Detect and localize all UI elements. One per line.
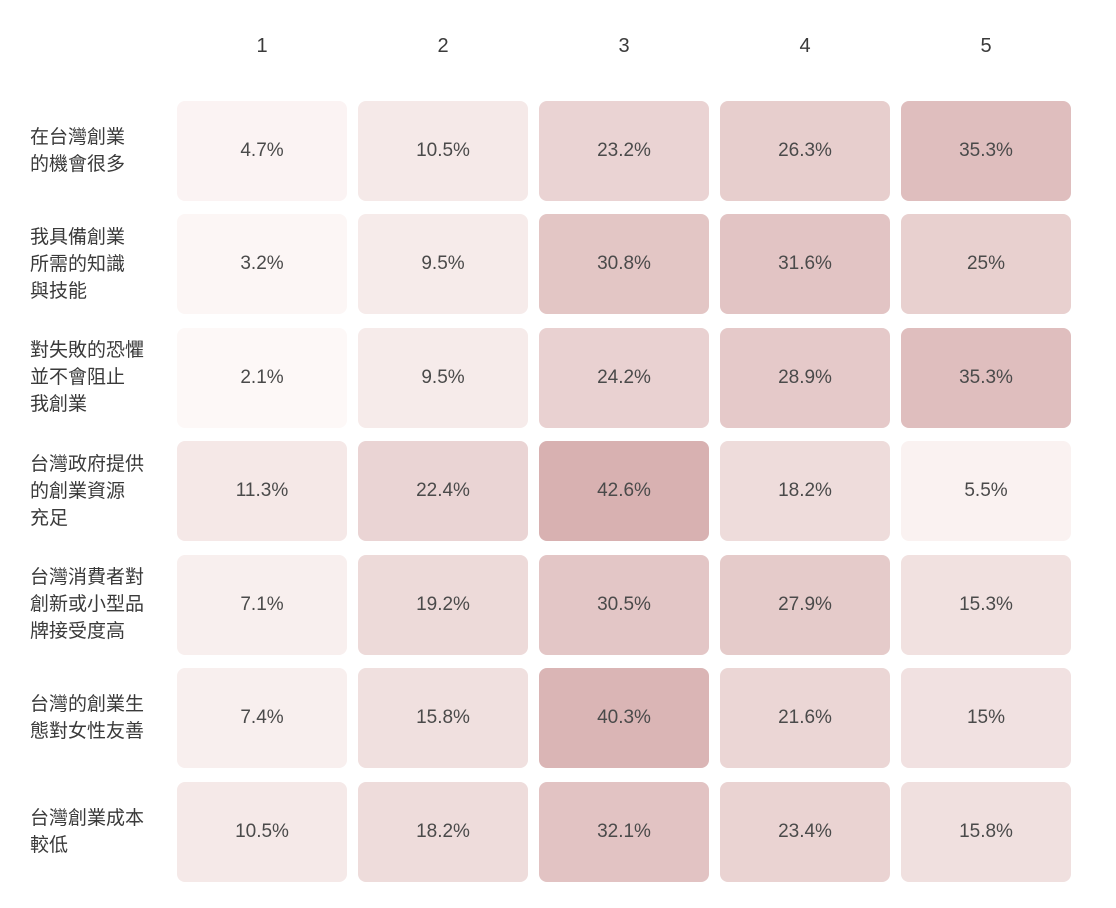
cell-r7-c2: 18.2% (358, 781, 528, 882)
column-header-5: 5 (980, 35, 992, 57)
cell-r7-c1: 10.5% (177, 781, 347, 882)
cell-r5-c1: 7.1% (177, 554, 347, 655)
column-header-4: 4 (799, 35, 811, 57)
cell-r5-c4: 27.9% (720, 554, 890, 655)
cell-r5-c3: 30.5% (539, 554, 709, 655)
cell-r2-c1: 3.2% (177, 214, 347, 314)
cell-r4-c2: 22.4% (358, 441, 528, 541)
row-label-5: 台灣消費者對 創新或小型品 牌接受度高 (30, 567, 145, 642)
cell-r3-c3: 24.2% (539, 327, 709, 428)
row-label-7: 台灣創業成本 較低 (30, 807, 145, 856)
corner-spacer (30, 30, 166, 82)
cell-r1-c1: 4.7% (177, 100, 347, 201)
cell-r3-c1: 2.1% (177, 327, 347, 428)
cell-r2-c2: 9.5% (358, 214, 528, 314)
cell-r2-c5: 25% (901, 214, 1071, 314)
cell-r4-c4: 18.2% (720, 441, 890, 541)
cell-r7-c5: 15.8% (901, 781, 1071, 882)
cell-r6-c4: 21.6% (720, 668, 890, 768)
cell-r5-c2: 19.2% (358, 554, 528, 655)
row-label-6: 台灣的創業生 態對女性友善 (30, 694, 145, 742)
cell-r1-c5: 35.3% (901, 100, 1071, 201)
cell-r6-c1: 7.4% (177, 668, 347, 768)
row-label-3: 對失敗的恐懼 並不會阻止 我創業 (30, 340, 145, 415)
cell-r1-c3: 23.2% (539, 100, 709, 201)
cell-r3-c4: 28.9% (720, 327, 890, 428)
cell-r1-c4: 26.3% (720, 100, 890, 201)
cell-r6-c5: 15% (901, 668, 1071, 768)
cell-r3-c2: 9.5% (358, 327, 528, 428)
cell-r4-c3: 42.6% (539, 441, 709, 541)
row-label-2: 我具備創業 所需的知識 與技能 (30, 226, 126, 302)
column-header-2: 2 (437, 35, 449, 57)
column-header-3: 3 (618, 35, 630, 57)
column-header-1: 1 (256, 35, 268, 57)
row-label-1: 在台灣創業 的機會很多 (30, 126, 126, 175)
cell-r2-c4: 31.6% (720, 214, 890, 314)
cell-r7-c3: 32.1% (539, 781, 709, 882)
cell-r3-c5: 35.3% (901, 327, 1071, 428)
row-label-4: 台灣政府提供 的創業資源 充足 (30, 453, 145, 529)
cell-r6-c2: 15.8% (358, 668, 528, 768)
cell-r4-c5: 5.5% (901, 441, 1071, 541)
cell-r6-c3: 40.3% (539, 668, 709, 768)
cell-r5-c5: 15.3% (901, 554, 1071, 655)
cell-r4-c1: 11.3% (177, 441, 347, 541)
cell-r2-c3: 30.8% (539, 214, 709, 314)
cell-r1-c2: 10.5% (358, 100, 528, 201)
heatmap-grid: 1 2 3 4 5 在台灣創業 的機會很多 4.7% 10.5% 23.2% 26.3% 35.3%… (30, 30, 1071, 882)
cell-r7-c4: 23.4% (720, 781, 890, 882)
